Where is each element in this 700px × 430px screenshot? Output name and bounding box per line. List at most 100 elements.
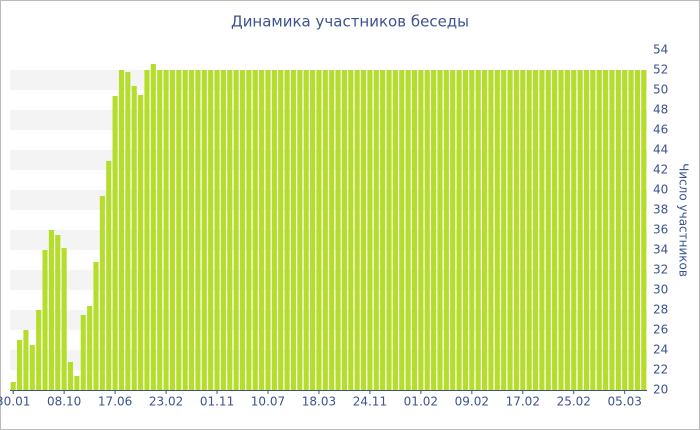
x-tick-label: 01.11 bbox=[200, 395, 234, 409]
x-tick-label: 05.03 bbox=[608, 395, 642, 409]
bar bbox=[131, 86, 137, 390]
bar bbox=[501, 70, 507, 390]
bar bbox=[10, 382, 16, 390]
bar bbox=[67, 362, 74, 390]
bar bbox=[138, 95, 144, 390]
bar bbox=[42, 250, 48, 390]
bar bbox=[552, 70, 558, 390]
bar bbox=[284, 70, 290, 390]
bar bbox=[431, 70, 437, 390]
bar bbox=[380, 70, 386, 390]
bar bbox=[169, 70, 175, 390]
bar bbox=[157, 70, 163, 390]
bar bbox=[74, 376, 80, 390]
bar bbox=[55, 235, 61, 390]
bar bbox=[195, 70, 201, 390]
bar bbox=[622, 70, 628, 390]
x-tick-label: 17.06 bbox=[98, 395, 132, 409]
y-tick-label: 26 bbox=[653, 323, 668, 337]
bar bbox=[571, 70, 577, 390]
grid-stripe bbox=[10, 230, 647, 250]
bar bbox=[367, 70, 373, 390]
bar bbox=[271, 70, 277, 390]
x-tick-label: 30.01 bbox=[0, 395, 30, 409]
grid-stripe bbox=[10, 150, 647, 170]
y-tick-label: 30 bbox=[653, 283, 668, 297]
y-tick-label: 46 bbox=[653, 123, 668, 137]
bar bbox=[450, 70, 456, 390]
grid-stripe bbox=[10, 270, 647, 290]
bar bbox=[418, 70, 424, 390]
bar bbox=[335, 70, 341, 390]
bar bbox=[17, 340, 23, 390]
bar bbox=[48, 230, 54, 390]
bar bbox=[87, 306, 93, 390]
x-tick-label: 08.10 bbox=[47, 395, 81, 409]
bar bbox=[583, 70, 590, 390]
bar bbox=[488, 70, 494, 390]
bar bbox=[99, 196, 105, 390]
bar bbox=[93, 262, 99, 390]
bar bbox=[405, 70, 411, 390]
bar bbox=[214, 70, 220, 390]
bar bbox=[310, 70, 316, 390]
bar bbox=[201, 70, 207, 390]
bar bbox=[227, 70, 233, 390]
bar bbox=[150, 64, 156, 390]
bar bbox=[61, 248, 67, 390]
bar bbox=[520, 70, 526, 390]
bar bbox=[182, 70, 188, 390]
bar bbox=[462, 70, 469, 390]
bar bbox=[290, 70, 297, 390]
bar bbox=[36, 310, 42, 390]
x-tick-label: 10.07 bbox=[251, 395, 285, 409]
grid-stripe bbox=[10, 190, 647, 210]
y-tick-label: 52 bbox=[653, 63, 668, 77]
bar bbox=[437, 70, 443, 390]
y-axis-label: Число участников bbox=[677, 163, 691, 277]
y-tick-label: 40 bbox=[653, 183, 668, 197]
bar bbox=[399, 70, 405, 390]
bar bbox=[532, 70, 539, 390]
bar bbox=[545, 70, 551, 390]
bar bbox=[246, 70, 252, 390]
x-tick-label: 01.02 bbox=[404, 395, 438, 409]
bar bbox=[513, 70, 519, 390]
bar bbox=[494, 70, 500, 390]
bar bbox=[590, 70, 596, 390]
bar bbox=[354, 70, 360, 390]
y-tick-label: 54 bbox=[653, 43, 668, 57]
grid-stripe bbox=[10, 110, 647, 130]
bar bbox=[112, 96, 118, 390]
bar bbox=[176, 70, 182, 390]
bar bbox=[329, 70, 335, 390]
bar bbox=[564, 70, 570, 390]
bar bbox=[163, 70, 169, 390]
bar bbox=[360, 70, 367, 390]
bar bbox=[539, 70, 545, 390]
bar bbox=[348, 70, 354, 390]
x-tick-label: 09.02 bbox=[455, 395, 489, 409]
bar bbox=[596, 70, 602, 390]
bar bbox=[188, 70, 195, 390]
bar bbox=[259, 70, 265, 390]
y-tick-label: 48 bbox=[653, 103, 668, 117]
bar bbox=[373, 70, 379, 390]
bar bbox=[303, 70, 309, 390]
bar bbox=[424, 70, 430, 390]
bar bbox=[29, 345, 35, 390]
x-tick-label: 24.11 bbox=[353, 395, 387, 409]
bar bbox=[278, 70, 284, 390]
bar bbox=[144, 70, 150, 390]
grid-stripe bbox=[10, 70, 647, 90]
bar bbox=[609, 70, 615, 390]
bar bbox=[208, 70, 214, 390]
bar bbox=[297, 70, 303, 390]
bar bbox=[469, 70, 475, 390]
bar bbox=[641, 70, 647, 390]
bar bbox=[603, 70, 609, 390]
bar bbox=[628, 70, 634, 390]
bar bbox=[239, 70, 246, 390]
y-tick-label: 20 bbox=[653, 383, 668, 397]
